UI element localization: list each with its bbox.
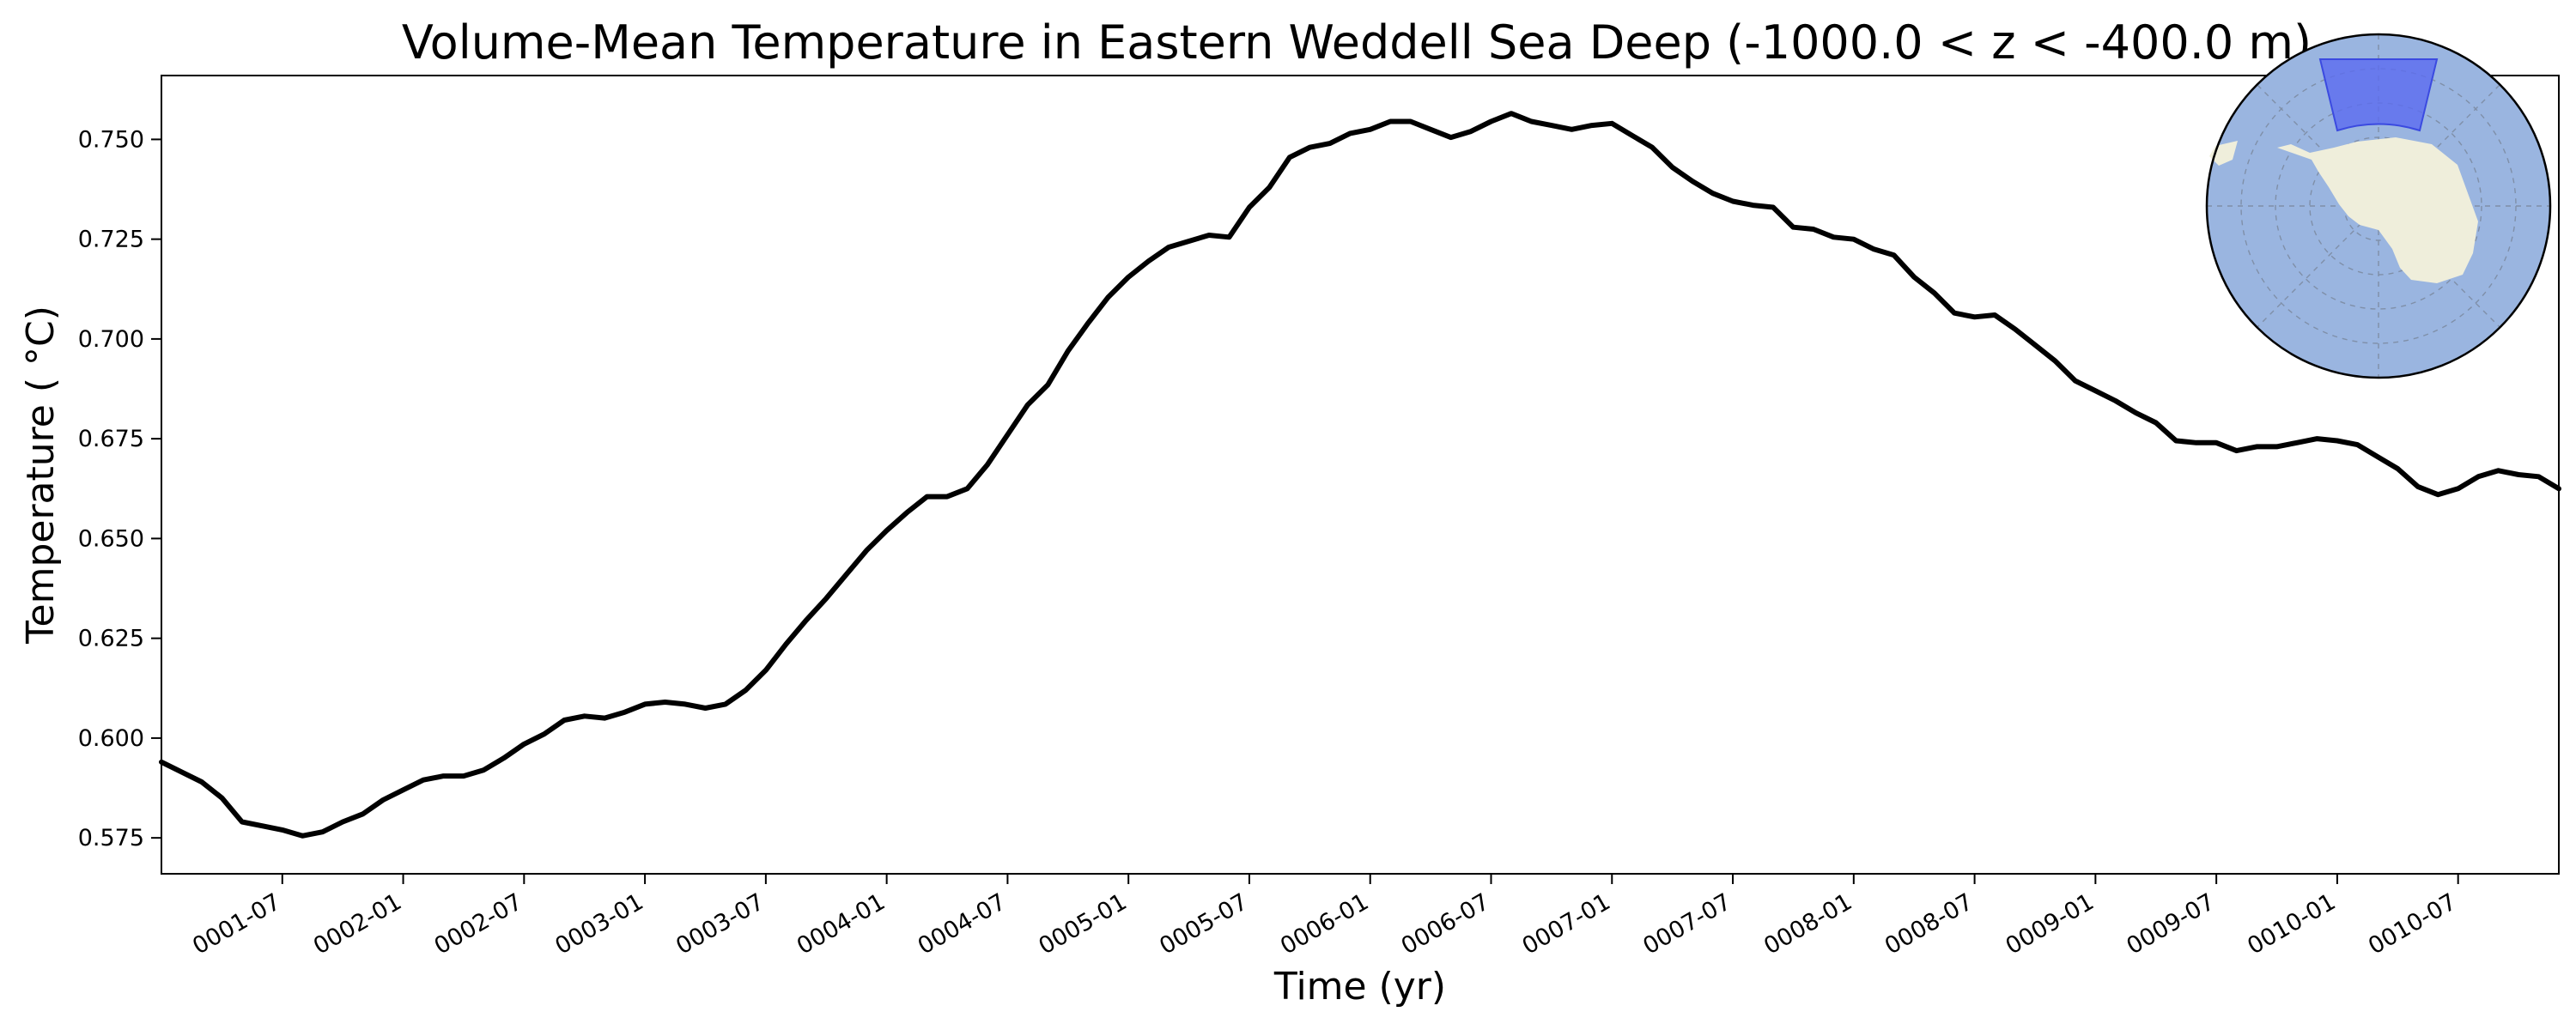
x-tick-label: 0005-07 — [1155, 888, 1252, 960]
x-tick-label: 0008-07 — [1880, 888, 1978, 960]
x-tick-label: 0002-01 — [309, 888, 406, 960]
y-tick-label: 0.575 — [78, 825, 144, 851]
y-tick-label: 0.700 — [78, 326, 144, 353]
series-line — [159, 111, 2561, 839]
x-axis-ticks: 0001-07 0002-01 0002-07 0003-01 0003-07 0004-… — [188, 874, 2461, 960]
x-tick-label: 0008-01 — [1759, 888, 1856, 960]
x-tick-label: 0006-07 — [1397, 888, 1494, 960]
y-axis-label: Temperature ( °C) — [19, 306, 63, 645]
x-tick-label: 0006-01 — [1276, 888, 1373, 960]
x-tick-label: 0001-07 — [188, 888, 285, 960]
x-tick-label: 0002-07 — [430, 888, 527, 960]
x-tick-label: 0004-07 — [914, 888, 1011, 960]
antarctica-inset-map — [2205, 33, 2552, 379]
y-tick-label: 0.625 — [78, 626, 144, 652]
x-axis-label: Time (yr) — [1273, 965, 1446, 1009]
inset-antarctica-land — [2277, 137, 2478, 283]
x-tick-label: 0010-07 — [2364, 888, 2461, 960]
x-tick-label: 0005-01 — [1034, 888, 1131, 960]
plot-frame — [161, 75, 2560, 875]
x-tick-label: 0004-01 — [793, 888, 890, 960]
x-tick-label: 0007-01 — [1518, 888, 1615, 960]
x-tick-label: 0003-01 — [550, 888, 647, 960]
y-axis-ticks: 0.575 0.600 0.625 0.650 0.675 0.700 0.725 0.750 — [78, 126, 161, 851]
inset-map-border — [2205, 33, 2552, 379]
x-tick-label: 0007-07 — [1638, 888, 1735, 960]
y-tick-label: 0.650 — [78, 525, 144, 552]
x-tick-label: 0003-07 — [671, 888, 769, 960]
x-tick-label: 0010-01 — [2243, 888, 2340, 960]
plot-area: 0.575 0.600 0.625 0.650 0.675 0.700 0.725 0.750… — [78, 75, 2561, 960]
y-tick-label: 0.750 — [78, 126, 144, 153]
inset-region-wedge — [2318, 58, 2439, 132]
y-tick-label: 0.675 — [78, 426, 144, 452]
y-tick-label: 0.600 — [78, 725, 144, 752]
x-tick-label: 0009-07 — [2122, 888, 2219, 960]
y-tick-label: 0.725 — [78, 227, 144, 253]
x-tick-label: 0009-01 — [2002, 888, 2099, 960]
chart-title: Volume-Mean Temperature in Eastern Wedde… — [402, 15, 2312, 70]
